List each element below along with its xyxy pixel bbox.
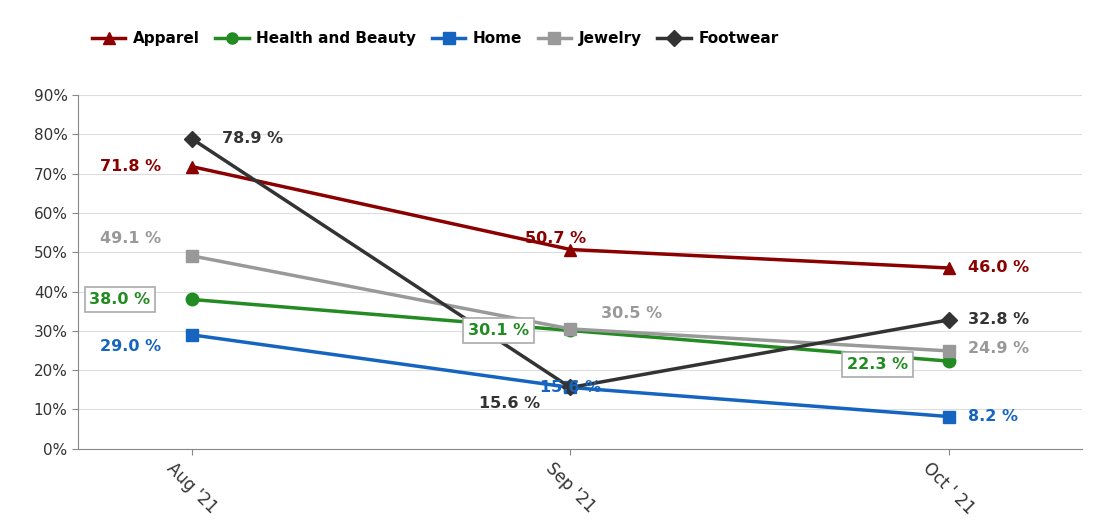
Text: 71.8 %: 71.8 %: [100, 159, 162, 174]
Text: 49.1 %: 49.1 %: [100, 231, 162, 247]
Text: 50.7 %: 50.7 %: [525, 231, 586, 246]
Text: 38.0 %: 38.0 %: [89, 292, 151, 307]
Text: 30.5 %: 30.5 %: [601, 306, 661, 321]
Text: 29.0 %: 29.0 %: [100, 339, 162, 354]
Text: 24.9 %: 24.9 %: [968, 341, 1029, 356]
Text: 78.9 %: 78.9 %: [222, 131, 283, 146]
Legend: Apparel, Health and Beauty, Home, Jewelry, Footwear: Apparel, Health and Beauty, Home, Jewelr…: [86, 25, 785, 52]
Text: 46.0 %: 46.0 %: [968, 260, 1029, 276]
Text: 32.8 %: 32.8 %: [968, 313, 1029, 327]
Text: 15.6 %: 15.6 %: [540, 380, 601, 395]
Text: 30.1 %: 30.1 %: [468, 323, 530, 338]
Text: 8.2 %: 8.2 %: [968, 409, 1018, 424]
Text: 15.6 %: 15.6 %: [479, 396, 540, 411]
Text: 22.3 %: 22.3 %: [846, 357, 908, 372]
